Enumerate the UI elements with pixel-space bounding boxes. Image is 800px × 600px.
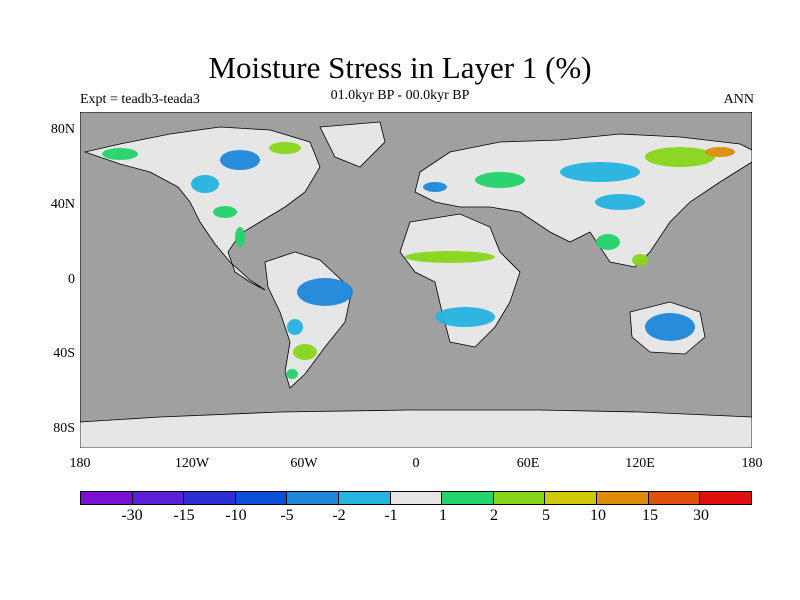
colorbar-label: 10 — [590, 507, 606, 524]
lat-tick: 40N — [50, 197, 75, 212]
colorbar-cell — [597, 492, 649, 504]
lat-tick: 80S — [53, 421, 75, 436]
lat-tick: 80N — [50, 122, 75, 137]
colorbar-label: -1 — [384, 507, 398, 524]
patch-india-green — [596, 234, 620, 250]
colorbar-cell — [648, 492, 701, 504]
patch-sahel-green — [405, 251, 495, 263]
colorbar-cell — [390, 492, 443, 504]
colorbar-label: -10 — [225, 507, 247, 524]
colorbar — [80, 491, 752, 505]
lon-tick: 60W — [290, 456, 318, 471]
patch-russia-blue — [560, 162, 640, 182]
colorbar-cell — [339, 492, 391, 504]
lat-tick: 0 — [68, 272, 75, 287]
patch-siberia-orange — [705, 147, 735, 157]
lat-tick: 40S — [53, 346, 75, 361]
colorbar-cell — [184, 492, 236, 504]
patch-patagonia-green — [286, 369, 298, 379]
colorbar-label: 2 — [490, 507, 498, 524]
patch-europe-blue — [423, 182, 447, 192]
greenland — [319, 121, 386, 168]
patch-china-blue — [595, 194, 645, 210]
lon-tick: 120W — [174, 456, 210, 471]
lon-tick: 60E — [516, 456, 540, 471]
colorbar-cell — [235, 492, 288, 504]
colorbar-cell — [442, 492, 494, 504]
colorbar-label: -15 — [173, 507, 195, 524]
patch-canada-blue — [220, 150, 260, 170]
patch-seasia-green — [632, 254, 648, 266]
patch-centralasia-green — [475, 172, 525, 188]
anomaly-patches — [102, 142, 735, 379]
colorbar-cell — [81, 492, 133, 504]
patch-us-green — [213, 206, 237, 218]
patch-andes-blue — [287, 319, 303, 335]
patch-siberia-green — [645, 147, 715, 167]
colorbar-label: 30 — [693, 507, 709, 524]
world-map — [80, 112, 752, 448]
colorbar-cell — [132, 492, 185, 504]
patch-argentina-green — [293, 344, 317, 360]
colorbar-cell — [700, 492, 751, 504]
patch-amazon-blue — [297, 278, 353, 306]
experiment-label: Expt = teadb3-teada3 — [80, 92, 200, 107]
patch-canada-cyan — [191, 175, 219, 193]
lon-tick: 120E — [625, 456, 655, 471]
colorbar-cell — [287, 492, 340, 504]
patch-mexico-green — [235, 227, 245, 247]
colorbar-label: -30 — [121, 507, 143, 524]
patch-southafrica-blue — [435, 307, 495, 327]
colorbar-label: -5 — [280, 507, 294, 524]
chart-title: Moisture Stress in Layer 1 (%) — [208, 50, 592, 85]
colorbar-label: 5 — [542, 507, 550, 524]
lon-tick: 180 — [69, 456, 91, 471]
antarctica — [80, 409, 752, 448]
patch-canada-green — [269, 142, 301, 154]
colorbar-label: -2 — [332, 507, 346, 524]
season-label: ANN — [723, 92, 754, 107]
colorbar-cell — [545, 492, 598, 504]
colorbar-label: 15 — [642, 507, 658, 524]
chart-subtitle: 01.0kyr BP - 00.0kyr BP — [330, 88, 470, 103]
lon-tick: 180 — [741, 456, 763, 471]
patch-australia-blue — [645, 313, 695, 341]
lon-tick: 0 — [412, 456, 420, 471]
europe-asia — [414, 133, 752, 268]
colorbar-label: 1 — [439, 507, 447, 524]
colorbar-cell — [493, 492, 546, 504]
north-america — [83, 126, 321, 291]
patch-alaska-green — [102, 148, 138, 160]
